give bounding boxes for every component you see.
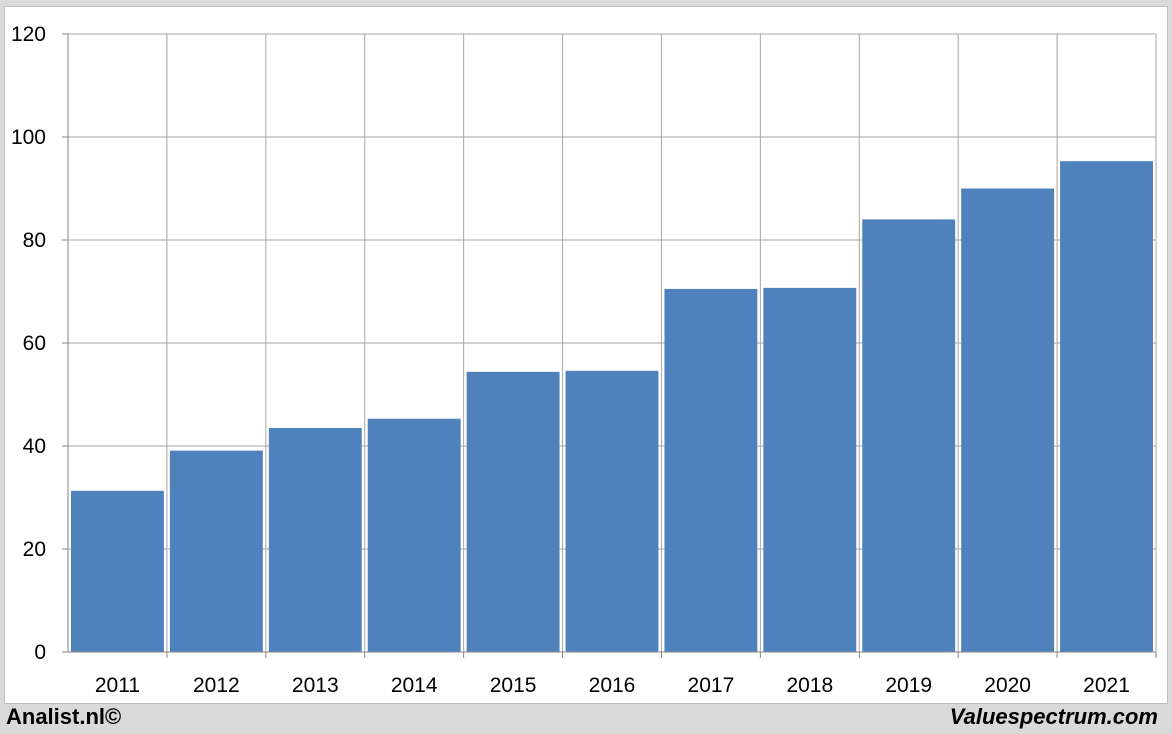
bar-2011: [71, 490, 164, 652]
y-tick-label: 100: [11, 126, 46, 149]
bar-2014: [367, 418, 461, 652]
bar-2017: [664, 288, 758, 652]
x-tick-label: 2021: [1083, 674, 1130, 697]
x-tick-label: 2015: [490, 674, 537, 697]
x-tick-label: 2020: [984, 674, 1031, 697]
bar-2018: [763, 287, 857, 652]
x-tick-label: 2016: [589, 674, 636, 697]
y-tick-label: 40: [23, 435, 46, 458]
footer-source-right: Valuespectrum.com: [949, 704, 1158, 729]
x-tick-label: 2011: [95, 674, 140, 697]
axes: [62, 33, 1157, 658]
bars: [71, 161, 1153, 652]
y-tick-label: 60: [23, 332, 46, 355]
x-tick-label: 2017: [688, 674, 735, 697]
bar-2020: [961, 188, 1055, 652]
x-tick-label: 2014: [391, 674, 438, 697]
bar-2016: [565, 370, 659, 652]
x-tick-label: 2019: [885, 674, 932, 697]
y-tick-label: 0: [34, 641, 46, 664]
bar-2012: [169, 450, 263, 652]
bar-2019: [862, 219, 956, 652]
tick-labels: 0 20 40 60 80 100 120 2011 2012 2013 2014 2015 2016 2…: [11, 23, 1130, 697]
x-tick-label: 2018: [786, 674, 833, 697]
bar-2015: [466, 371, 560, 652]
y-tick-label: 20: [23, 538, 46, 561]
footer-source-left: Analist.nl©: [6, 704, 122, 729]
y-tick-label: 80: [23, 229, 46, 252]
x-tick-label: 2012: [193, 674, 240, 697]
bar-2013: [268, 427, 362, 652]
y-tick-label: 120: [11, 23, 46, 46]
bar-2021: [1060, 161, 1153, 652]
x-tick-label: 2013: [292, 674, 339, 697]
